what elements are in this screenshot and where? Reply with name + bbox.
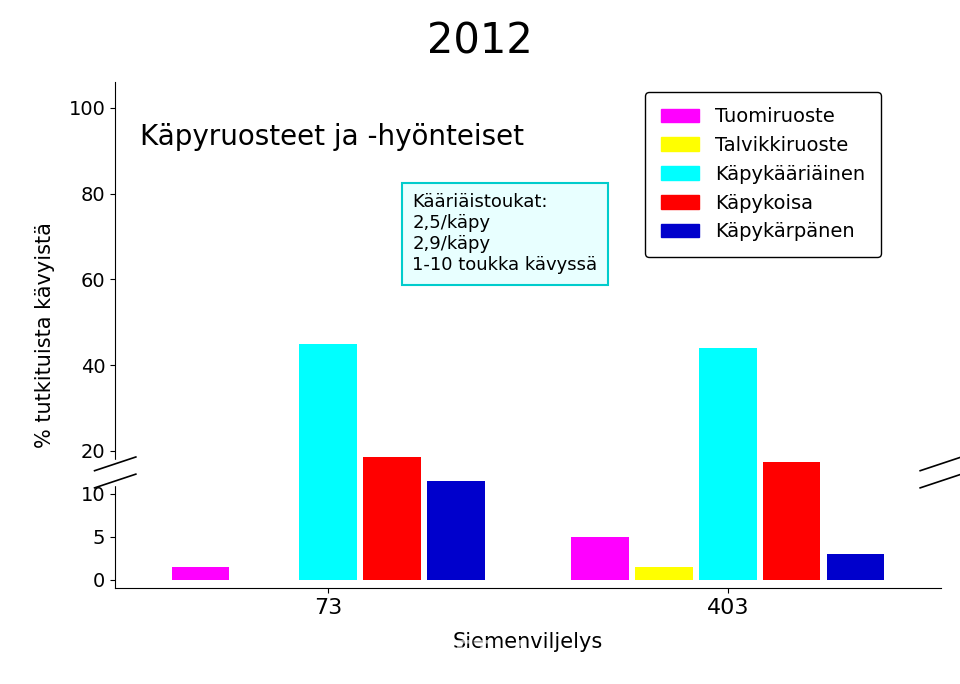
Bar bbox=[571, 537, 629, 579]
Bar bbox=[90, 460, 140, 485]
Text: METLA: METLA bbox=[428, 640, 532, 667]
Bar bbox=[300, 344, 357, 579]
Y-axis label: % tutkituista kävyistä: % tutkituista kävyistä bbox=[35, 222, 55, 448]
Text: Käpyruosteet ja -hyönteiset: Käpyruosteet ja -hyönteiset bbox=[140, 122, 524, 150]
Bar bbox=[364, 458, 420, 579]
Bar bbox=[916, 460, 960, 485]
Bar bbox=[827, 554, 884, 579]
Bar bbox=[427, 481, 485, 579]
Bar bbox=[636, 567, 692, 579]
Text: Kääriäistoukat:
2,5/käpy
2,9/käpy
1-10 toukka kävyssä: Kääriäistoukat: 2,5/käpy 2,9/käpy 1-10 t… bbox=[413, 194, 597, 274]
Bar bbox=[763, 462, 821, 579]
Legend: Tuomiruoste, Talvikkiruoste, Käpykääriäinen, Käpykoisa, Käpykärpänen: Tuomiruoste, Talvikkiruoste, Käpykääriäi… bbox=[645, 92, 880, 256]
Text: 2012: 2012 bbox=[427, 21, 533, 62]
Bar bbox=[172, 567, 229, 579]
Bar bbox=[699, 348, 756, 579]
X-axis label: Siemenviljelys: Siemenviljelys bbox=[453, 632, 603, 652]
